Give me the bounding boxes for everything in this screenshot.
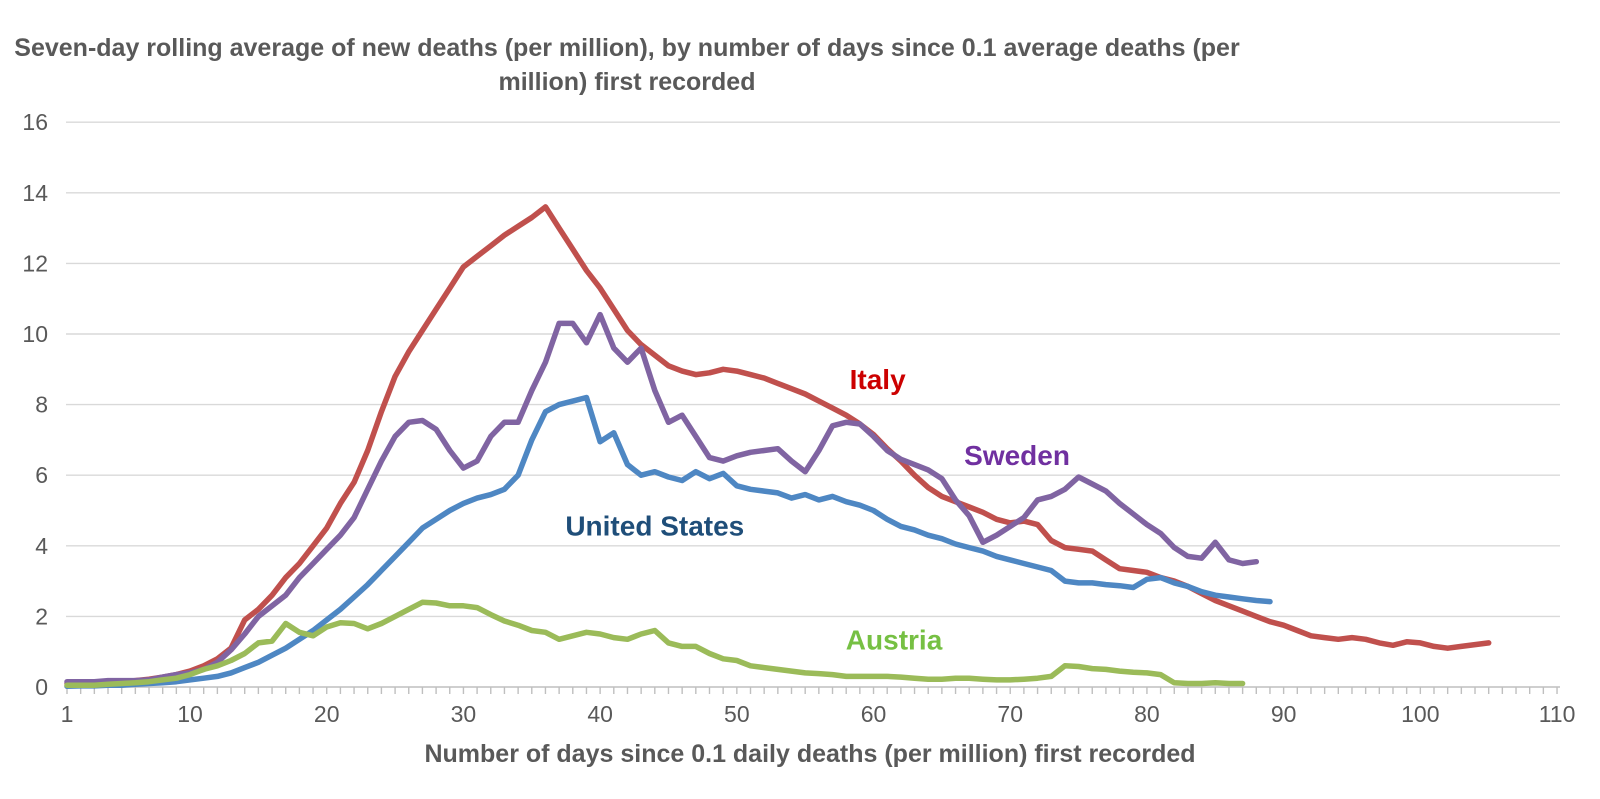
series-line-italy (64, 204, 1492, 687)
x-tick-label-100: 100 (1401, 701, 1439, 727)
x-tick-label-90: 90 (1271, 701, 1297, 727)
chart-title: Seven-day rolling average of new deaths … (14, 34, 1240, 96)
x-tick-label-1: 1 (61, 701, 74, 727)
y-tick-label-8: 8 (35, 392, 48, 418)
y-tick-label-4: 4 (35, 533, 48, 559)
series-label-united-states: United States (565, 510, 744, 541)
y-tick-label-10: 10 (22, 321, 48, 347)
x-axis-title: Number of days since 0.1 daily deaths (p… (424, 740, 1196, 768)
y-tick-label-6: 6 (35, 462, 48, 488)
series-label-italy: Italy (850, 364, 906, 395)
x-tick-label-70: 70 (997, 701, 1023, 727)
y-tick-label-16: 16 (22, 109, 48, 135)
y-tick-label-0: 0 (35, 674, 48, 700)
x-tick-label-60: 60 (861, 701, 887, 727)
x-tick-label-50: 50 (724, 701, 750, 727)
x-tick-label-80: 80 (1134, 701, 1160, 727)
series-label-austria: Austria (846, 624, 943, 655)
series-line-sweden (64, 311, 1260, 685)
x-tick-label-110: 110 (1539, 701, 1576, 727)
series-label-sweden: Sweden (964, 440, 1070, 471)
y-tick-label-12: 12 (22, 250, 48, 276)
x-tick-label-10: 10 (177, 701, 203, 727)
x-tick-label-20: 20 (314, 701, 340, 727)
y-tick-label-14: 14 (22, 180, 48, 206)
x-tick-label-40: 40 (587, 701, 613, 727)
series-line-austria (64, 599, 1246, 688)
x-tick-label-30: 30 (451, 701, 477, 727)
series-line-united-states (64, 394, 1273, 690)
y-tick-label-2: 2 (35, 603, 48, 629)
